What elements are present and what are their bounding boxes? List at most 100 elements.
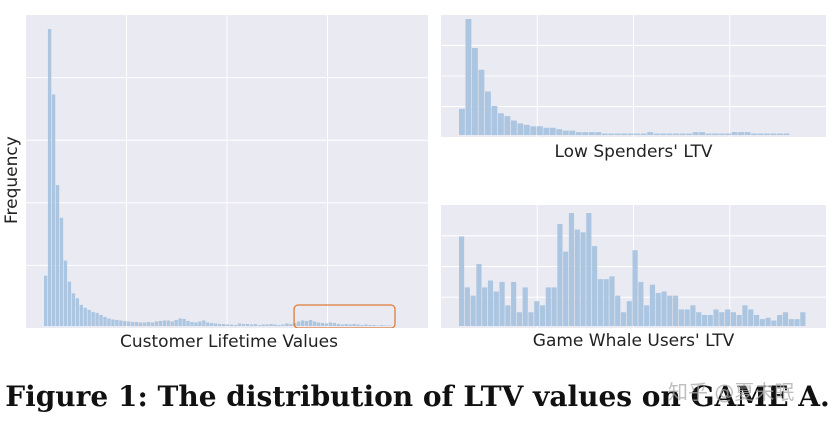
histogram-bar [356,324,360,326]
histogram-bar [601,133,608,135]
histogram-bar [47,29,52,326]
histogram-bar [103,316,107,326]
histogram-bar [634,133,641,135]
histogram-bar [487,280,494,326]
histogram-bar [800,312,806,326]
histogram-bar [91,311,95,326]
histogram-bar [597,279,603,326]
histogram-bar [777,314,783,326]
histogram-bar [557,224,563,326]
whale-chart-panel [441,205,826,328]
histogram-bar [79,304,83,326]
histogram-bar [138,322,143,326]
histogram-bar [269,323,273,326]
histogram-bar [99,314,103,326]
histogram-bar [736,314,742,326]
histogram-bar [476,263,482,326]
histogram-bar [388,325,392,326]
histogram-bar [614,133,621,135]
histogram-bar [384,325,388,326]
histogram-bar [699,132,706,135]
histogram-bar [744,132,751,135]
histogram-bar [320,322,325,326]
histogram-bar [626,301,632,326]
histogram-bar [202,320,206,326]
histogram-bar [575,132,582,135]
histogram-bar [678,309,684,326]
histogram-bar [701,314,708,326]
histogram-bar [67,281,72,326]
histogram-bar [510,120,517,135]
histogram-bar [233,324,238,326]
histogram-bar [484,91,491,135]
histogram-bar [493,291,499,326]
histogram-bar [725,309,731,326]
histogram-bar [478,69,485,135]
histogram-bar [543,127,550,135]
histogram-bar [640,133,647,135]
main-x-axis-label: Customer Lifetime Values [120,332,338,352]
histogram-bar [653,133,660,135]
histogram-bar [348,324,352,326]
histogram-bar [534,301,540,326]
histogram-bar [328,322,333,326]
histogram-bar [83,307,87,326]
histogram-bar [470,295,476,326]
histogram-bar [511,281,517,326]
histogram-bar [111,319,115,326]
histogram-bar [253,323,257,326]
histogram-bar [459,236,465,326]
histogram-bar [261,324,265,326]
histogram-bar [221,323,226,326]
histogram-bar [655,292,661,326]
histogram-bar [210,322,214,326]
histogram-bar [170,321,174,326]
whale-x-axis-label: Game Whale Users' LTV [532,331,735,351]
histogram-bar [725,133,731,135]
histogram-bar [742,305,748,326]
histogram-bar [580,232,586,326]
histogram-bar [273,324,277,326]
histogram-bar [705,133,712,135]
histogram-bar [482,287,488,326]
histogram-bar [661,291,667,326]
histogram-bar [297,321,301,326]
histogram-bar [237,323,242,326]
histogram-bar [154,321,159,326]
histogram-bar [178,318,182,326]
histogram-bar [51,94,56,326]
histogram-bar [352,323,356,326]
histogram-bar [751,133,757,135]
histogram-bar [505,305,511,326]
histogram-bar [198,321,202,326]
histogram-bar [293,322,297,326]
histogram-bar [71,293,76,326]
histogram-bar [372,324,376,326]
histogram-bar [765,317,771,326]
histogram-bar [218,323,222,326]
histogram-bar [712,133,719,135]
histogram-bar [757,133,764,135]
histogram-bar [265,324,269,326]
histogram-bar [471,48,478,135]
histogram-bar [556,129,563,135]
histogram-bar [595,132,602,135]
histogram-bar [245,323,250,326]
histogram-bar [713,309,719,326]
low-spenders-chart-panel [441,15,826,137]
histogram-bar [647,132,654,135]
histogram-bar [146,321,151,326]
whale-users-histogram [441,205,826,328]
histogram-bar [95,312,99,326]
histogram-bar [621,133,628,135]
histogram-bar [312,321,317,326]
histogram-bar [194,322,198,326]
histogram-bar [107,318,111,326]
histogram-bar [360,324,364,326]
histogram-bar [119,320,123,326]
histogram-bar [608,133,615,135]
histogram-bar [241,323,246,326]
histogram-bar [214,323,218,326]
histogram-bar [459,108,465,135]
histogram-bar [131,321,135,326]
